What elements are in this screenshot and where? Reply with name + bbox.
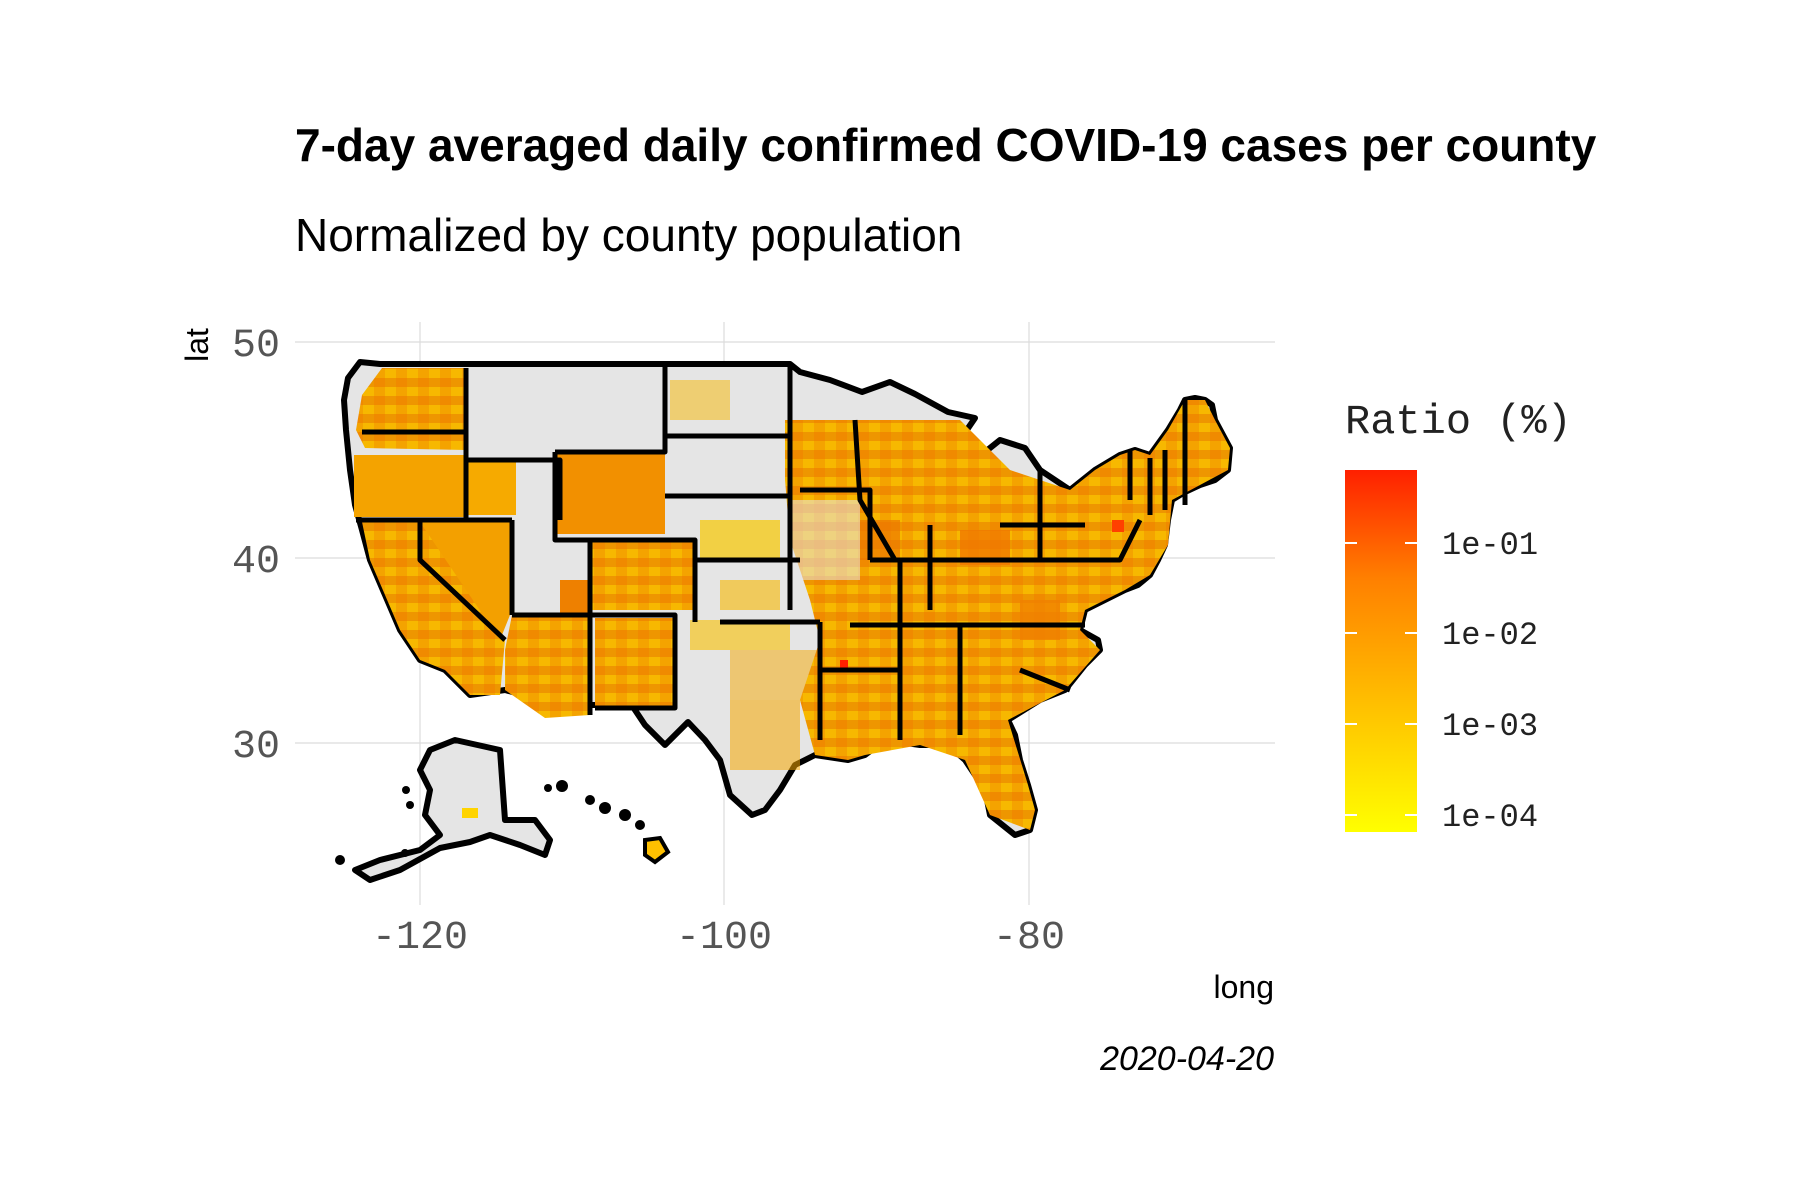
state-borders bbox=[356, 364, 1188, 740]
legend-colorbar bbox=[1345, 470, 1417, 832]
legend-tick-label: 1e-03 bbox=[1442, 708, 1538, 745]
x-tick-label: -120 bbox=[372, 916, 468, 961]
legend-tick-label: 1e-04 bbox=[1442, 799, 1538, 836]
x-tick-label: -100 bbox=[676, 916, 772, 961]
x-axis-label: long bbox=[1214, 969, 1275, 1005]
alaska bbox=[335, 737, 553, 883]
county-fills bbox=[354, 368, 1230, 830]
legend-title: Ratio (%) bbox=[1345, 398, 1572, 446]
map-subtitle: Normalized by county population bbox=[295, 209, 963, 261]
hawaii bbox=[544, 780, 671, 865]
y-tick-label: 30 bbox=[232, 725, 280, 770]
legend-tick-label: 1e-02 bbox=[1442, 617, 1538, 654]
y-tick-label: 50 bbox=[232, 324, 280, 369]
y-tick-label: 40 bbox=[232, 540, 280, 585]
map-title: 7-day averaged daily confirmed COVID-19 … bbox=[295, 119, 1597, 171]
y-axis: 50 40 30 bbox=[232, 324, 280, 770]
x-tick-label: -80 bbox=[993, 916, 1065, 961]
legend-ticks: 1e-01 1e-02 1e-03 1e-04 bbox=[1442, 527, 1538, 836]
y-axis-label: lat bbox=[179, 328, 215, 362]
date-caption: 2020-04-20 bbox=[1100, 1040, 1274, 1078]
legend-tick-label: 1e-01 bbox=[1442, 527, 1538, 564]
x-axis: -120 -100 -80 bbox=[372, 916, 1065, 961]
